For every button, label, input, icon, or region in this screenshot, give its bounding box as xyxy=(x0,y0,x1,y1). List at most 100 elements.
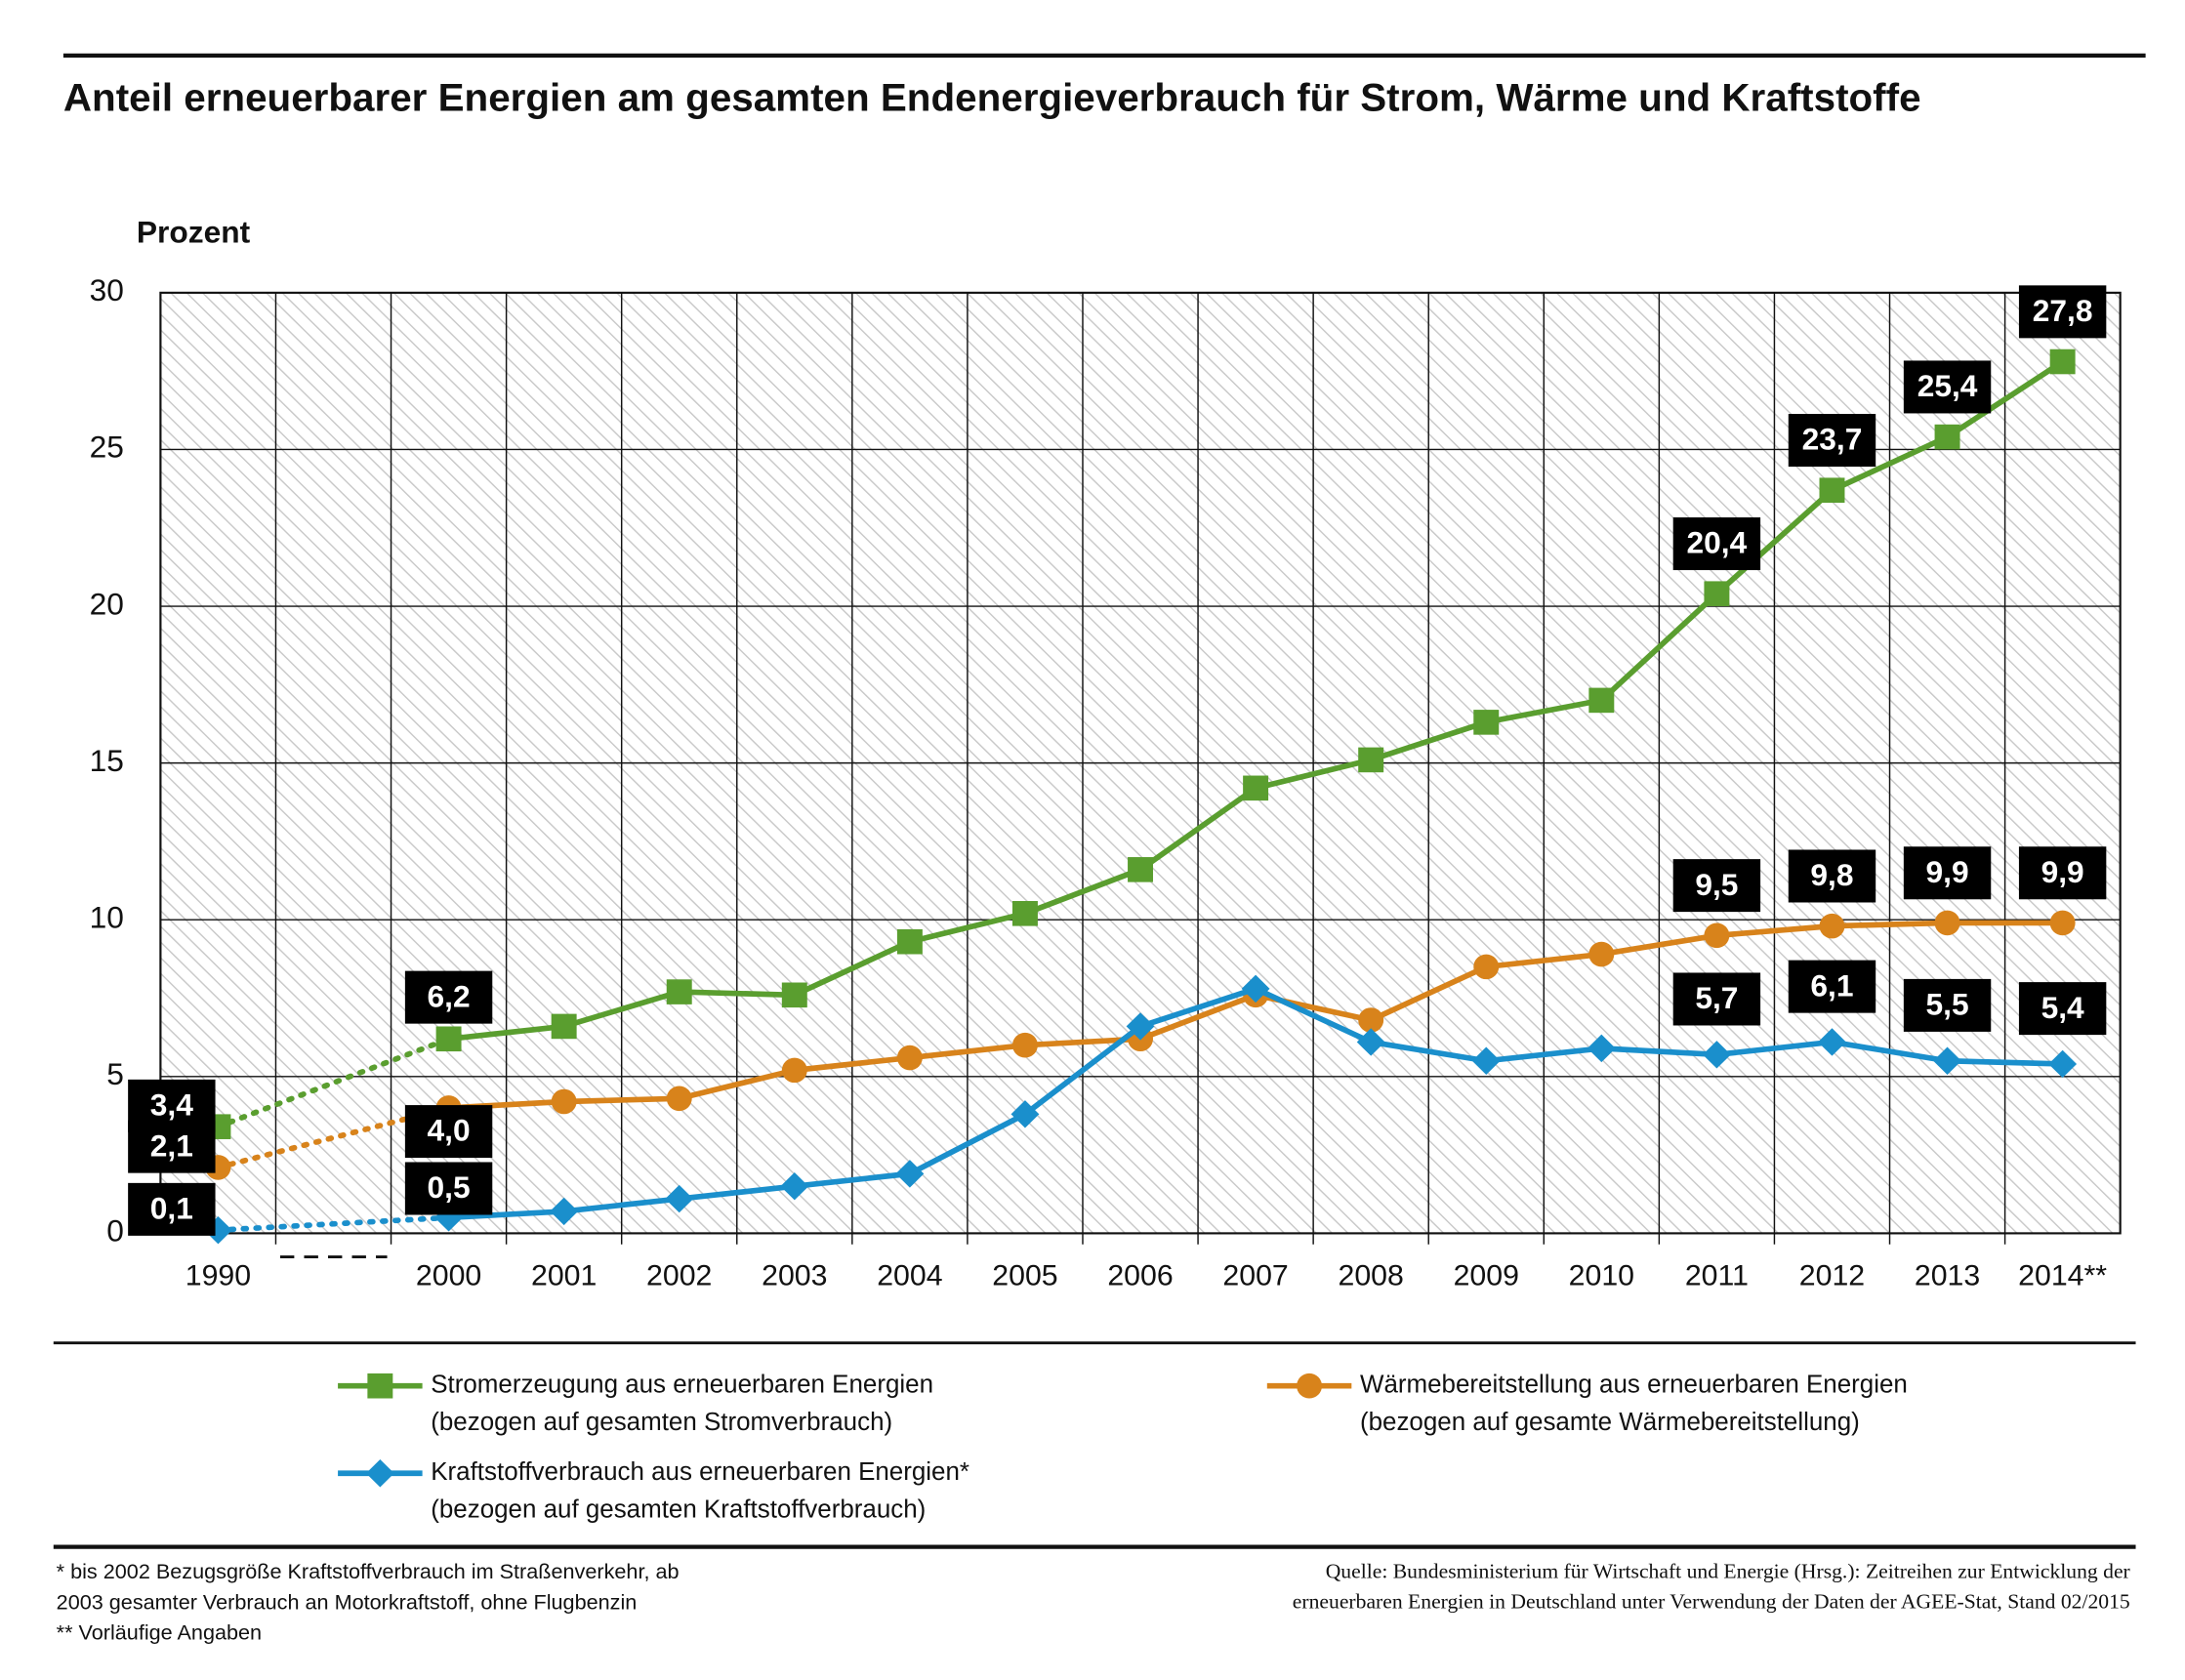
value-label: 0,5 xyxy=(428,1169,471,1205)
value-label-box xyxy=(1788,960,1876,1013)
y-tick-label: 20 xyxy=(90,587,124,622)
legend-note: (bezogen auf gesamte Wärmebereitstellung… xyxy=(1360,1409,1860,1436)
marker xyxy=(1588,687,1615,714)
x-tick-label: 2001 xyxy=(531,1260,597,1292)
value-label: 0,1 xyxy=(150,1191,193,1226)
x-tick-label: 2009 xyxy=(1454,1260,1519,1292)
value-label: 27,8 xyxy=(2033,293,2093,328)
value-label: 9,9 xyxy=(2041,854,2084,889)
marker xyxy=(551,1088,577,1115)
legend-label: Kraftstoffverbrauch aus erneuerbaren Ene… xyxy=(431,1458,969,1486)
footnote: ** Vorläufige Angaben xyxy=(57,1621,262,1645)
marker xyxy=(781,982,807,1008)
value-label-box xyxy=(1788,849,1876,903)
marker xyxy=(1933,1046,1961,1075)
value-label-box xyxy=(404,970,493,1024)
x-tick-label: 2004 xyxy=(877,1260,942,1292)
y-tick-label: 25 xyxy=(90,430,124,465)
marker xyxy=(780,1172,809,1201)
value-label: 9,5 xyxy=(1695,867,1738,902)
value-label: 5,5 xyxy=(1926,987,1969,1022)
value-label: 9,8 xyxy=(1810,857,1853,892)
marker xyxy=(1011,1032,1038,1058)
value-label-box xyxy=(1903,978,1992,1032)
value-label: 23,7 xyxy=(1802,422,1863,457)
value-label-box xyxy=(1672,859,1761,913)
x-tick-label: 2014** xyxy=(2018,1260,2107,1292)
value-label-box xyxy=(1903,360,1992,414)
x-tick-label: 1990 xyxy=(186,1260,251,1292)
gap-connector xyxy=(215,1036,452,1130)
x-tick-label: 2012 xyxy=(1799,1260,1865,1292)
value-label: 5,7 xyxy=(1695,980,1738,1015)
source-note: erneuerbaren Energien in Deutschland unt… xyxy=(1293,1590,2130,1614)
value-label-box xyxy=(404,1105,493,1159)
marker xyxy=(1010,1100,1040,1128)
x-tick-label: 2003 xyxy=(762,1260,827,1292)
marker xyxy=(1934,910,1960,936)
value-label-box xyxy=(128,1182,216,1236)
marker xyxy=(2049,348,2076,375)
marker xyxy=(1819,477,1845,503)
value-label: 6,1 xyxy=(1810,968,1853,1004)
value-label-box xyxy=(1672,517,1761,571)
marker xyxy=(435,1026,462,1052)
footnote: * bis 2002 Bezugsgröße Kraftstoffverbrau… xyxy=(57,1560,680,1583)
marker xyxy=(896,928,923,955)
marker xyxy=(1473,710,1500,735)
marker xyxy=(781,1057,807,1084)
x-tick-label: 2008 xyxy=(1339,1260,1404,1292)
marker xyxy=(1358,1007,1384,1033)
value-label: 25,4 xyxy=(1917,368,1978,403)
marker xyxy=(1473,954,1500,980)
chart-title: Anteil erneuerbarer Energien am gesamten… xyxy=(62,76,1921,120)
x-tick-label: 2005 xyxy=(992,1260,1057,1292)
x-tick-label: 2011 xyxy=(1685,1260,1749,1292)
value-label-box xyxy=(128,1120,216,1173)
footnote: 2003 gesamter Verbrauch an Motorkraftsto… xyxy=(57,1591,638,1615)
marker xyxy=(2049,910,2076,936)
y-tick-label: 10 xyxy=(90,900,124,935)
y-tick-label: 5 xyxy=(106,1056,124,1091)
value-label-box xyxy=(404,1162,493,1215)
marker xyxy=(1358,747,1384,773)
marker xyxy=(367,1373,393,1399)
marker xyxy=(1702,1041,1731,1069)
source-note: Quelle: Bundesministerium für Wirtschaft… xyxy=(1326,1560,2130,1583)
value-label: 9,9 xyxy=(1926,854,1969,889)
marker xyxy=(1011,901,1038,926)
marker xyxy=(1587,1034,1616,1063)
gap-connector xyxy=(215,1105,452,1170)
title-box: Anteil erneuerbarer Energien am gesamten… xyxy=(62,76,1921,120)
y-tick-label: 30 xyxy=(90,272,124,307)
marker xyxy=(1128,857,1154,882)
marker xyxy=(1356,1028,1385,1056)
x-tick-label: 2006 xyxy=(1107,1260,1173,1292)
value-label-box xyxy=(2018,846,2107,900)
x-tick-label: 2013 xyxy=(1915,1260,1980,1292)
marker xyxy=(551,1013,577,1040)
y-axis-label: Prozent xyxy=(137,215,251,250)
value-label-box xyxy=(2018,982,2107,1036)
legend-label: Stromerzeugung aus erneuerbaren Energien xyxy=(431,1372,933,1399)
value-label-box xyxy=(1788,414,1876,468)
marker xyxy=(365,1459,394,1488)
value-label: 5,4 xyxy=(2041,990,2085,1025)
value-label: 20,4 xyxy=(1687,525,1748,560)
value-label: 6,2 xyxy=(428,979,471,1014)
value-label: 2,1 xyxy=(150,1128,193,1164)
marker xyxy=(1704,922,1730,949)
value-label: 4,0 xyxy=(428,1113,471,1148)
legend-note: (bezogen auf gesamten Stromverbrauch) xyxy=(431,1409,892,1436)
x-tick-label: 2010 xyxy=(1569,1260,1634,1292)
marker xyxy=(1818,1028,1846,1056)
marker xyxy=(1588,941,1615,967)
y-tick-label: 15 xyxy=(90,743,124,778)
value-label: 3,4 xyxy=(150,1087,194,1123)
marker xyxy=(1819,913,1845,939)
marker xyxy=(666,979,692,1004)
marker xyxy=(1297,1373,1323,1399)
marker xyxy=(896,1045,923,1071)
marker xyxy=(1241,974,1270,1004)
marker xyxy=(1934,424,1960,450)
